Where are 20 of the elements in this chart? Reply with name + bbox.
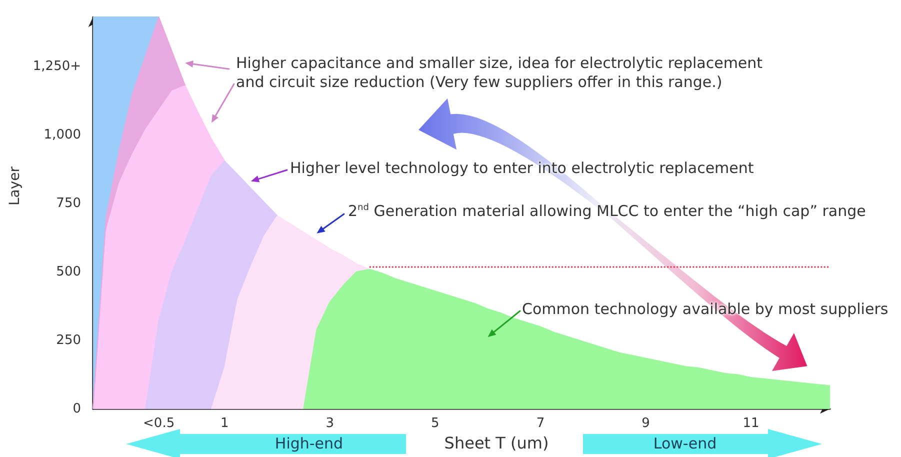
- y-tick-label: 750: [56, 196, 82, 211]
- annotation: Higher capacitance and smaller size, idea for electrolytic replacement and circuit size reduction (Very few suppliers offer in this range.): [236, 54, 764, 92]
- x-tick-label: 3: [326, 416, 334, 431]
- y-tick-label: 1,000: [44, 127, 82, 142]
- x-tick-label: 7: [536, 416, 545, 431]
- x-tick-label: 11: [742, 416, 760, 431]
- annotation: 2$^{nd}$ Generation material allowing MLCC to enter the “high cap” range: [348, 202, 866, 221]
- y-tick-label: 250: [56, 332, 82, 348]
- annotation: Higher level technology to enter into electrolytic replacement: [290, 159, 754, 178]
- x-tick-label: <0.5: [143, 416, 175, 431]
- x-tick-label: 1: [220, 416, 229, 431]
- text: High-end: [274, 434, 344, 454]
- y-tick-label: 0: [72, 402, 82, 416]
- y-tick-label: 1,250+: [32, 58, 82, 74]
- text: Low-end: [653, 434, 717, 454]
- y-tick-label: 500: [56, 264, 82, 280]
- x-tick-label: 9: [642, 416, 650, 431]
- x-tick-label: 5: [431, 416, 440, 431]
- y-axis-title: Layer: [7, 166, 23, 206]
- x-axis-title: Sheet T (um): [444, 433, 549, 452]
